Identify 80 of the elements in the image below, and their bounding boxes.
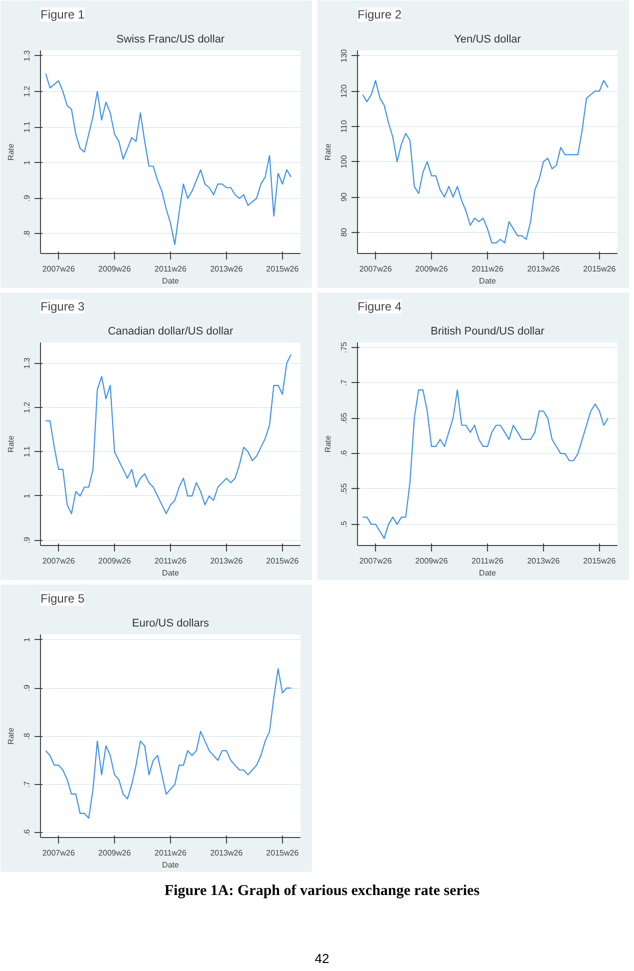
y-tick-label: 130 [340,48,348,62]
y-axis-title: Rate [6,143,16,160]
caption: Figure 1A: Graph of various exchange rate series [164,882,480,901]
x-tick-label: 2007w26 [42,556,76,566]
y-tick-label: .55 [340,482,348,494]
line-series [45,73,292,246]
line-series [45,668,292,819]
y-tick-label: .75 [340,341,348,354]
x-tick-label: 2011w26 [154,264,187,274]
x-tick-label: 2015w26 [583,264,616,274]
x-tick-label: 2007w26 [42,264,76,274]
caption: Figure 1 [40,8,85,22]
caption: Figure 2 [358,8,402,22]
y-tick-label: .9 [22,684,32,692]
chart-title: Euro/US dollars [132,618,210,630]
line-series [362,389,609,539]
x-tick-label: 2013w26 [210,848,244,858]
y-tick-label: 1.3 [22,50,32,62]
x-tick-label: 2011w26 [154,848,187,858]
x-tick-label: 2013w26 [527,264,560,274]
x-axis-title: Date [479,276,496,286]
chart-title: Yen/US dollar [454,34,522,46]
x-tick-label: 2013w26 [210,556,244,566]
y-tick-label: .7 [22,780,32,788]
x-tick-label: 2009w26 [415,264,448,274]
y-tick-label: .8 [22,732,32,740]
y-tick-label: 100 [340,154,348,168]
x-axis-title: Date [162,568,180,578]
line-series [45,354,292,514]
x-tick-label: 2009w26 [98,848,132,858]
x-tick-label: 2009w26 [98,556,132,566]
y-tick-label: .8 [22,230,32,238]
x-axis-title: Date [162,276,180,286]
chart-title: British Pound/US dollar [430,326,545,338]
y-tick-label: 120 [340,84,348,98]
y-tick-label: 1.3 [22,357,32,369]
y-axis-title: Rate [6,435,16,452]
x-tick-label: 2015w26 [266,556,300,566]
y-tick-label: .7 [340,378,348,386]
y-axis-title: Rate [324,143,332,160]
y-tick-label: .65 [340,412,348,424]
x-tick-label: 2007w26 [359,264,392,274]
y-tick-label: 1.1 [22,446,32,458]
text: 42 [314,950,330,968]
chart-title: Swiss Franc/US dollar [116,34,225,46]
y-tick-label: 1.2 [22,85,32,98]
y-tick-label: 1.2 [22,401,32,414]
y-tick-label: 1 [22,160,32,165]
x-tick-label: 2009w26 [415,556,448,566]
y-tick-label: 1 [22,637,32,642]
y-tick-label: .9 [22,536,32,544]
y-tick-label: 90 [340,192,348,202]
caption: Figure 5 [40,592,85,606]
caption: Figure 3 [40,300,85,314]
y-tick-label: .9 [22,194,32,202]
y-tick-label: .6 [340,450,348,457]
y-axis-title: Rate [324,435,332,452]
x-tick-label: 2009w26 [98,264,132,274]
y-tick-label: 1.1 [22,120,32,133]
line-series [362,80,609,244]
y-tick-label: 80 [340,227,348,237]
x-tick-label: 2015w26 [583,556,616,566]
x-tick-label: 2011w26 [472,264,504,274]
x-tick-label: 2007w26 [42,848,76,858]
x-axis-title: Date [162,860,180,870]
y-axis-title: Rate [6,727,16,744]
x-tick-label: 2013w26 [210,264,244,274]
y-tick-label: .5 [340,520,348,528]
x-tick-label: 2011w26 [472,556,504,566]
x-tick-label: 2015w26 [266,264,300,274]
x-tick-label: 2011w26 [154,556,187,566]
x-axis-title: Date [479,568,496,578]
caption: Figure 4 [358,300,402,314]
y-tick-label: 1 [22,493,32,498]
x-tick-label: 2007w26 [359,556,392,566]
y-tick-label: 110 [340,119,348,133]
y-tick-label: .6 [22,828,32,836]
x-tick-label: 2015w26 [266,848,300,858]
chart-title: Canadian dollar/US dollar [108,326,234,338]
x-tick-label: 2013w26 [527,556,560,566]
